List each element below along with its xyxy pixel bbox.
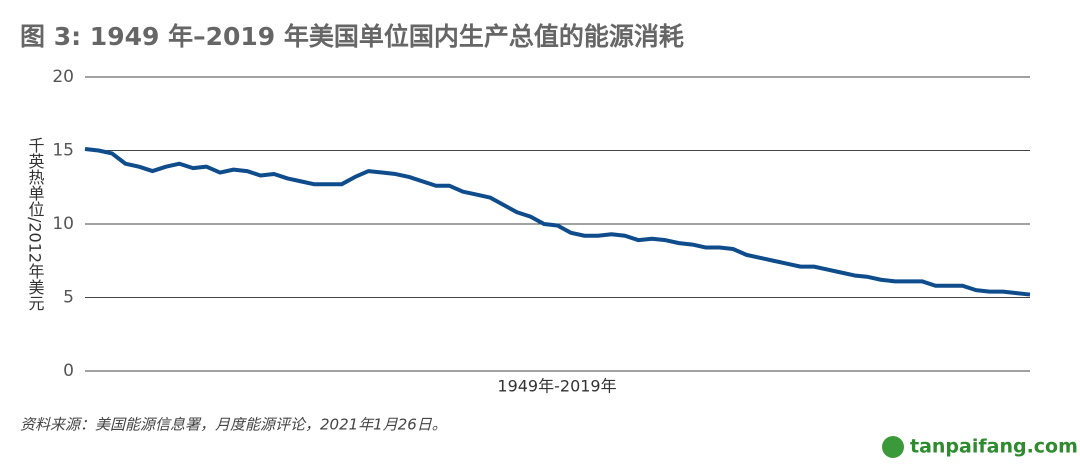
y-tick-label: 10 — [52, 214, 74, 234]
chart-title: 图 3: 1949 年–2019 年美国单位国内生产总值的能源消耗 — [20, 22, 684, 51]
watermark-logo — [882, 436, 904, 458]
y-tick-label: 20 — [52, 67, 74, 87]
x-axis-label: 1949年-2019年 — [497, 377, 616, 396]
watermark: tanpaifang.com — [910, 436, 1078, 458]
data-line — [84, 147, 1031, 297]
y-axis-label: 千英热单位/2012年美元 — [26, 137, 45, 311]
y-tick-label: 15 — [52, 141, 74, 161]
source-note: 资料来源：美国能源信息署，月度能源评论，2021年1月26日。 — [20, 416, 447, 434]
y-tick-label: 0 — [63, 361, 74, 381]
y-tick-label: 5 — [63, 288, 74, 308]
